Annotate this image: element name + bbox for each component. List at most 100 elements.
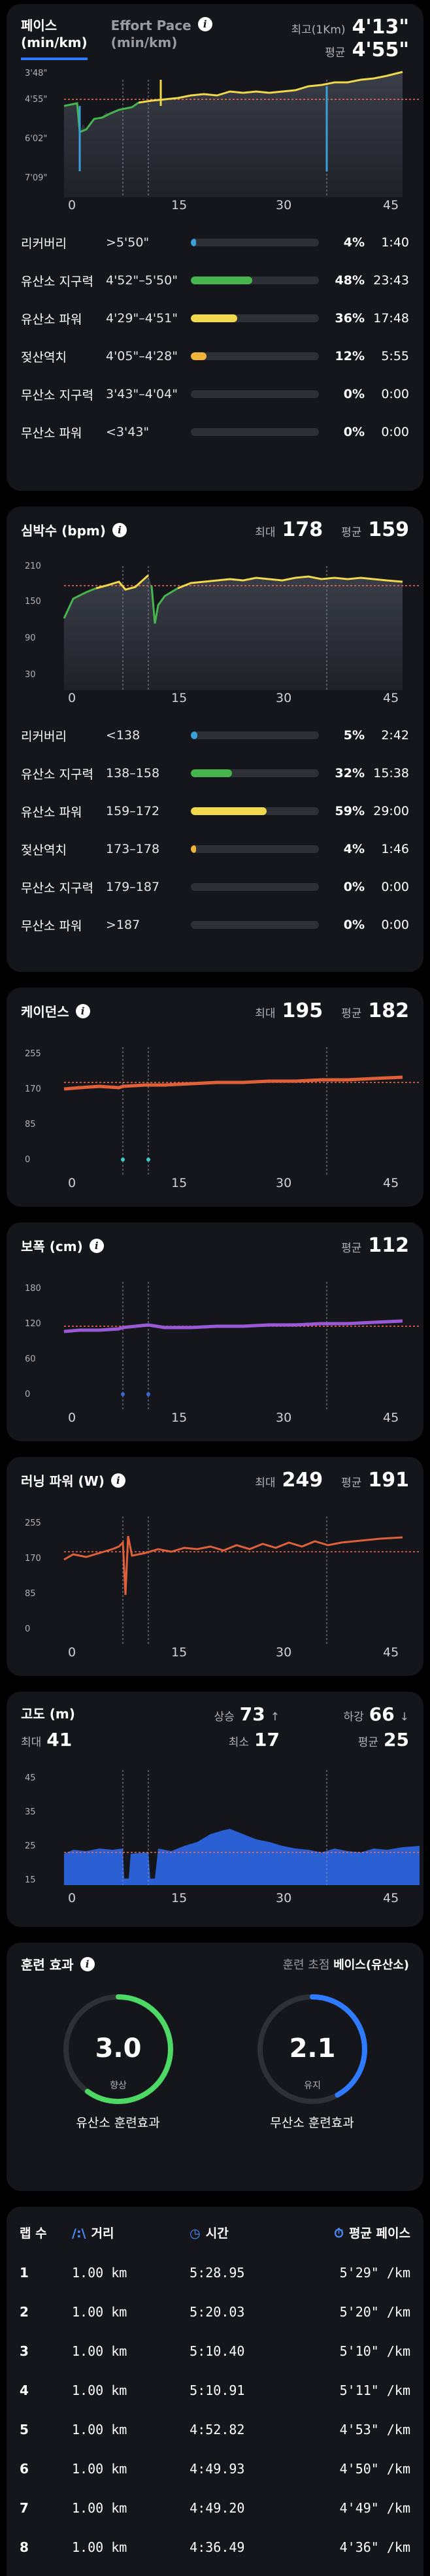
x-tick: 30 (276, 1176, 291, 1190)
zone-row: 젖산역치 173–178 4% 1:46 (21, 830, 409, 868)
anaerobic-label: 무산소 훈련효과 (270, 2116, 354, 2130)
x-tick: 15 (171, 1411, 187, 1425)
lap-pace: 4'49" /km (339, 2500, 410, 2516)
info-icon[interactable]: i (112, 522, 127, 537)
lap-row[interactable]: 8 1.00 km 4:36.49 4'36" /km (20, 2528, 410, 2567)
x-tick: 0 (68, 691, 76, 703)
lap-row[interactable]: 2 1.00 km 5:20.03 5'20" /km (20, 2292, 410, 2332)
lap-distance: 1.00 km (72, 2265, 127, 2281)
lap-number: 4 (20, 2383, 29, 2398)
avg-pace-label: 평균 (325, 46, 346, 59)
zone-bar-fill (191, 314, 237, 322)
y-tick: 3'48" (25, 69, 47, 78)
zone-range: 4'52"–5'50" (106, 273, 178, 288)
laps-table: 랩 수 /:\ 거리 ◷ 시간 ⏱ 평균 페이스 1 1.00 km 5:28.95 5'2… (20, 2218, 410, 2576)
x-tick: 30 (276, 1891, 291, 1905)
zone-bar (191, 352, 319, 360)
loss-value: 66 (369, 1703, 395, 1725)
zone-percent: 36% (335, 311, 365, 326)
lap-row[interactable]: 5 1.00 km 4:52.82 4'53" /km (20, 2410, 410, 2449)
info-icon[interactable]: i (89, 1238, 104, 1253)
best-pace-label: 최고(1Km) (291, 24, 346, 37)
avg-value: 25 (384, 1729, 409, 1750)
zone-name: 유산소 지구력 (21, 274, 93, 289)
zone-percent: 0% (343, 918, 365, 932)
anaerobic-status: 유지 (304, 2081, 321, 2091)
info-icon[interactable]: i (110, 1473, 125, 1488)
max-label: 최대 (255, 1007, 276, 1020)
zone-range: <138 (106, 728, 141, 743)
max-value: 178 (282, 518, 323, 541)
x-tick: 0 (68, 1176, 76, 1190)
y-tick: 90 (25, 633, 36, 643)
x-tick: 45 (383, 691, 399, 703)
zone-bar (191, 769, 319, 777)
zone-percent: 0% (343, 425, 365, 439)
focus-value: 베이스(유산소) (333, 1958, 409, 1972)
zone-range: 4'29"–4'51" (106, 311, 178, 326)
lap-row[interactable]: 3 1.00 km 5:10.40 5'10" /km (20, 2332, 410, 2371)
gain-value: 73 (239, 1703, 265, 1725)
zone-percent: 4% (343, 842, 365, 856)
tab-effort-pace[interactable]: Effort Pace (min/km) i (111, 17, 212, 60)
info-icon[interactable]: i (80, 1956, 95, 1971)
zone-range: >187 (106, 918, 141, 932)
x-tick: 30 (276, 691, 291, 703)
x-tick: 45 (383, 1891, 399, 1905)
x-tick: 0 (68, 1645, 76, 1660)
lap-header: 랩 수 (20, 2226, 47, 2241)
x-tick: 15 (171, 691, 187, 703)
tab-pace[interactable]: 페이스 (min/km) (21, 17, 88, 60)
lap-distance: 1.00 km (72, 2500, 127, 2516)
lap-time: 4:52.82 (190, 2422, 245, 2437)
zone-name: 유산소 파워 (21, 312, 82, 327)
lap-distance: 1.00 km (72, 2422, 127, 2437)
lap-distance: 1.00 km (72, 2567, 157, 2576)
zone-range: 138–158 (106, 766, 160, 780)
zone-row: 무산소 파워 >187 0% 0:00 (21, 906, 409, 944)
zone-row: 유산소 파워 4'29"–4'51" 36% 17:48 (21, 299, 409, 337)
x-tick: 0 (68, 1411, 76, 1425)
zone-bar (191, 845, 319, 853)
min-value: 17 (254, 1729, 280, 1750)
info-icon[interactable]: i (197, 17, 212, 31)
lap-row[interactable]: 7 1.00 km 4:49.20 4'49" /km (20, 2488, 410, 2528)
card-title: 심박수 (bpm) (21, 523, 106, 539)
zone-percent: 0% (343, 880, 365, 894)
lap-row[interactable]: 91.00 km4:32.964'33" /km (20, 2567, 410, 2576)
lap-pace: 5'10" /km (339, 2343, 410, 2359)
zone-time: 0:00 (381, 425, 409, 439)
zone-time: 0:00 (381, 880, 409, 894)
zone-percent: 48% (335, 273, 365, 288)
info-icon[interactable]: i (75, 1003, 90, 1018)
lap-number: 3 (20, 2343, 29, 2359)
zone-bar-fill (191, 276, 253, 284)
y-tick: 45 (25, 1773, 36, 1783)
y-tick: 0 (25, 1390, 30, 1399)
elevation-chart: 45 35 25 15 0 15 30 45 (25, 1770, 420, 1905)
y-tick: 170 (25, 1554, 41, 1564)
zone-bar-fill (191, 807, 267, 815)
pace-header: ⏱ 평균 페이스 (334, 2226, 410, 2241)
lap-row[interactable]: 1 1.00 km 5:28.95 5'29" /km (20, 2253, 410, 2292)
training-effect-card: 훈련 효과 i 훈련 초점 베이스(유산소) 3.0 향상 유산소 훈련효과 2.… (7, 1943, 423, 2191)
lap-row[interactable]: 6 1.00 km 4:49.93 4'50" /km (20, 2449, 410, 2488)
y-tick: 85 (25, 1589, 36, 1599)
y-tick: 15 (25, 1875, 36, 1885)
y-tick: 120 (25, 1319, 41, 1329)
zone-time: 15:38 (373, 766, 409, 780)
zone-row: 무산소 파워 <3'43" 0% 0:00 (21, 413, 409, 451)
power-chart: 255 170 85 0 0 15 30 45 (25, 1516, 420, 1660)
zone-row: 유산소 파워 159–172 59% 29:00 (21, 792, 409, 830)
zone-range: 4'05"–4'28" (106, 349, 178, 363)
lap-number: 1 (20, 2265, 29, 2281)
x-tick: 45 (383, 1645, 399, 1660)
zone-time: 29:00 (373, 804, 409, 818)
zone-row: 리커버리 >5'50" 4% 1:40 (21, 224, 409, 261)
zone-bar-fill (191, 731, 197, 739)
hr-zones: 리커버리 <138 5% 2:42 유산소 지구력 138–158 32% 15:38 유산소 … (21, 716, 409, 944)
zone-name: 무산소 파워 (21, 918, 82, 933)
zone-time: 1:46 (381, 842, 409, 856)
lap-row[interactable]: 4 1.00 km 5:10.91 5'11" /km (20, 2371, 410, 2410)
y-tick: 0 (25, 1624, 30, 1634)
